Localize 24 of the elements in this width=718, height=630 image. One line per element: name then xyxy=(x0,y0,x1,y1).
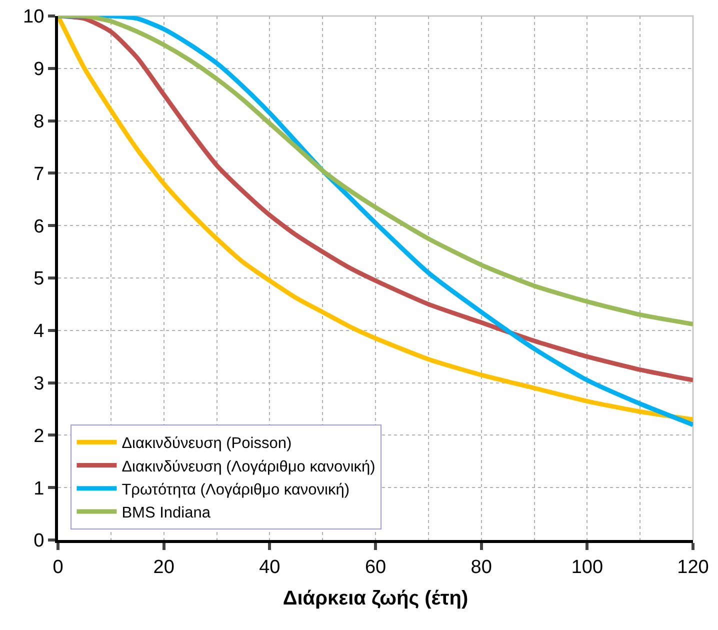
x-axis-title: Διάρκεια ζωής (έτη) xyxy=(282,587,468,610)
x-tick-label: 120 xyxy=(677,556,709,578)
y-tick-label: 2 xyxy=(34,426,44,447)
x-tick-label: 20 xyxy=(153,556,174,578)
legend-label: Διακινδύνευση (Λογάριθμο κανονική) xyxy=(122,458,376,476)
x-tick-label: 0 xyxy=(52,556,64,578)
y-tick-label: 4 xyxy=(34,321,45,342)
y-tick-label: 1 xyxy=(34,478,44,500)
legend-label: BMS Indiana xyxy=(122,504,211,522)
x-tick-label: 40 xyxy=(259,556,280,578)
legend-label: Τρωτότητα (Λογάριθμο κανονική) xyxy=(122,481,350,498)
y-tick-label: 8 xyxy=(34,111,44,132)
x-tick-label: 80 xyxy=(470,556,492,578)
y-tick-label: 9 xyxy=(34,59,44,80)
x-tick-label: 60 xyxy=(364,556,386,578)
legend-label: Διακινδύνευση (Poisson) xyxy=(122,435,292,452)
y-tick-label: 5 xyxy=(34,268,44,290)
x-tick-label: 100 xyxy=(571,556,604,578)
line-series xyxy=(58,16,693,326)
y-tick-label: 10 xyxy=(23,6,44,28)
y-tick-label: 7 xyxy=(34,164,44,185)
y-tick-label: 6 xyxy=(34,216,44,238)
y-tick-label: 0 xyxy=(34,530,44,552)
y-tick-label: 3 xyxy=(34,373,44,394)
